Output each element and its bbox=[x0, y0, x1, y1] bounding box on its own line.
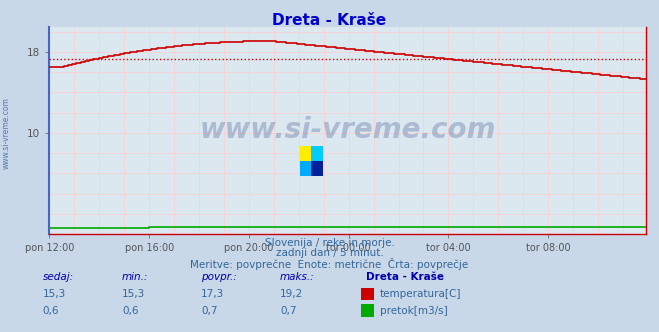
Text: Meritve: povprečne  Enote: metrične  Črta: povprečje: Meritve: povprečne Enote: metrične Črta:… bbox=[190, 258, 469, 270]
Bar bbox=[312, 146, 323, 161]
Text: temperatura[C]: temperatura[C] bbox=[380, 289, 461, 299]
Text: Dreta - Kraše: Dreta - Kraše bbox=[366, 272, 444, 282]
Text: zadnji dan / 5 minut.: zadnji dan / 5 minut. bbox=[275, 248, 384, 258]
Bar bbox=[300, 161, 312, 176]
Bar bbox=[300, 146, 312, 161]
Text: 0,7: 0,7 bbox=[280, 306, 297, 316]
Text: povpr.:: povpr.: bbox=[201, 272, 237, 282]
Bar bbox=[312, 161, 323, 176]
Text: 15,3: 15,3 bbox=[122, 289, 145, 299]
Text: www.si-vreme.com: www.si-vreme.com bbox=[2, 97, 11, 169]
Text: Dreta - Kraše: Dreta - Kraše bbox=[272, 13, 387, 28]
Text: Slovenija / reke in morje.: Slovenija / reke in morje. bbox=[264, 238, 395, 248]
Text: 0,6: 0,6 bbox=[43, 306, 59, 316]
Text: min.:: min.: bbox=[122, 272, 148, 282]
Text: maks.:: maks.: bbox=[280, 272, 315, 282]
Text: 0,6: 0,6 bbox=[122, 306, 138, 316]
Text: 15,3: 15,3 bbox=[43, 289, 66, 299]
Text: pretok[m3/s]: pretok[m3/s] bbox=[380, 306, 447, 316]
Text: sedaj:: sedaj: bbox=[43, 272, 74, 282]
Text: 17,3: 17,3 bbox=[201, 289, 224, 299]
Text: www.si-vreme.com: www.si-vreme.com bbox=[200, 116, 496, 144]
Text: 0,7: 0,7 bbox=[201, 306, 217, 316]
Text: 19,2: 19,2 bbox=[280, 289, 303, 299]
